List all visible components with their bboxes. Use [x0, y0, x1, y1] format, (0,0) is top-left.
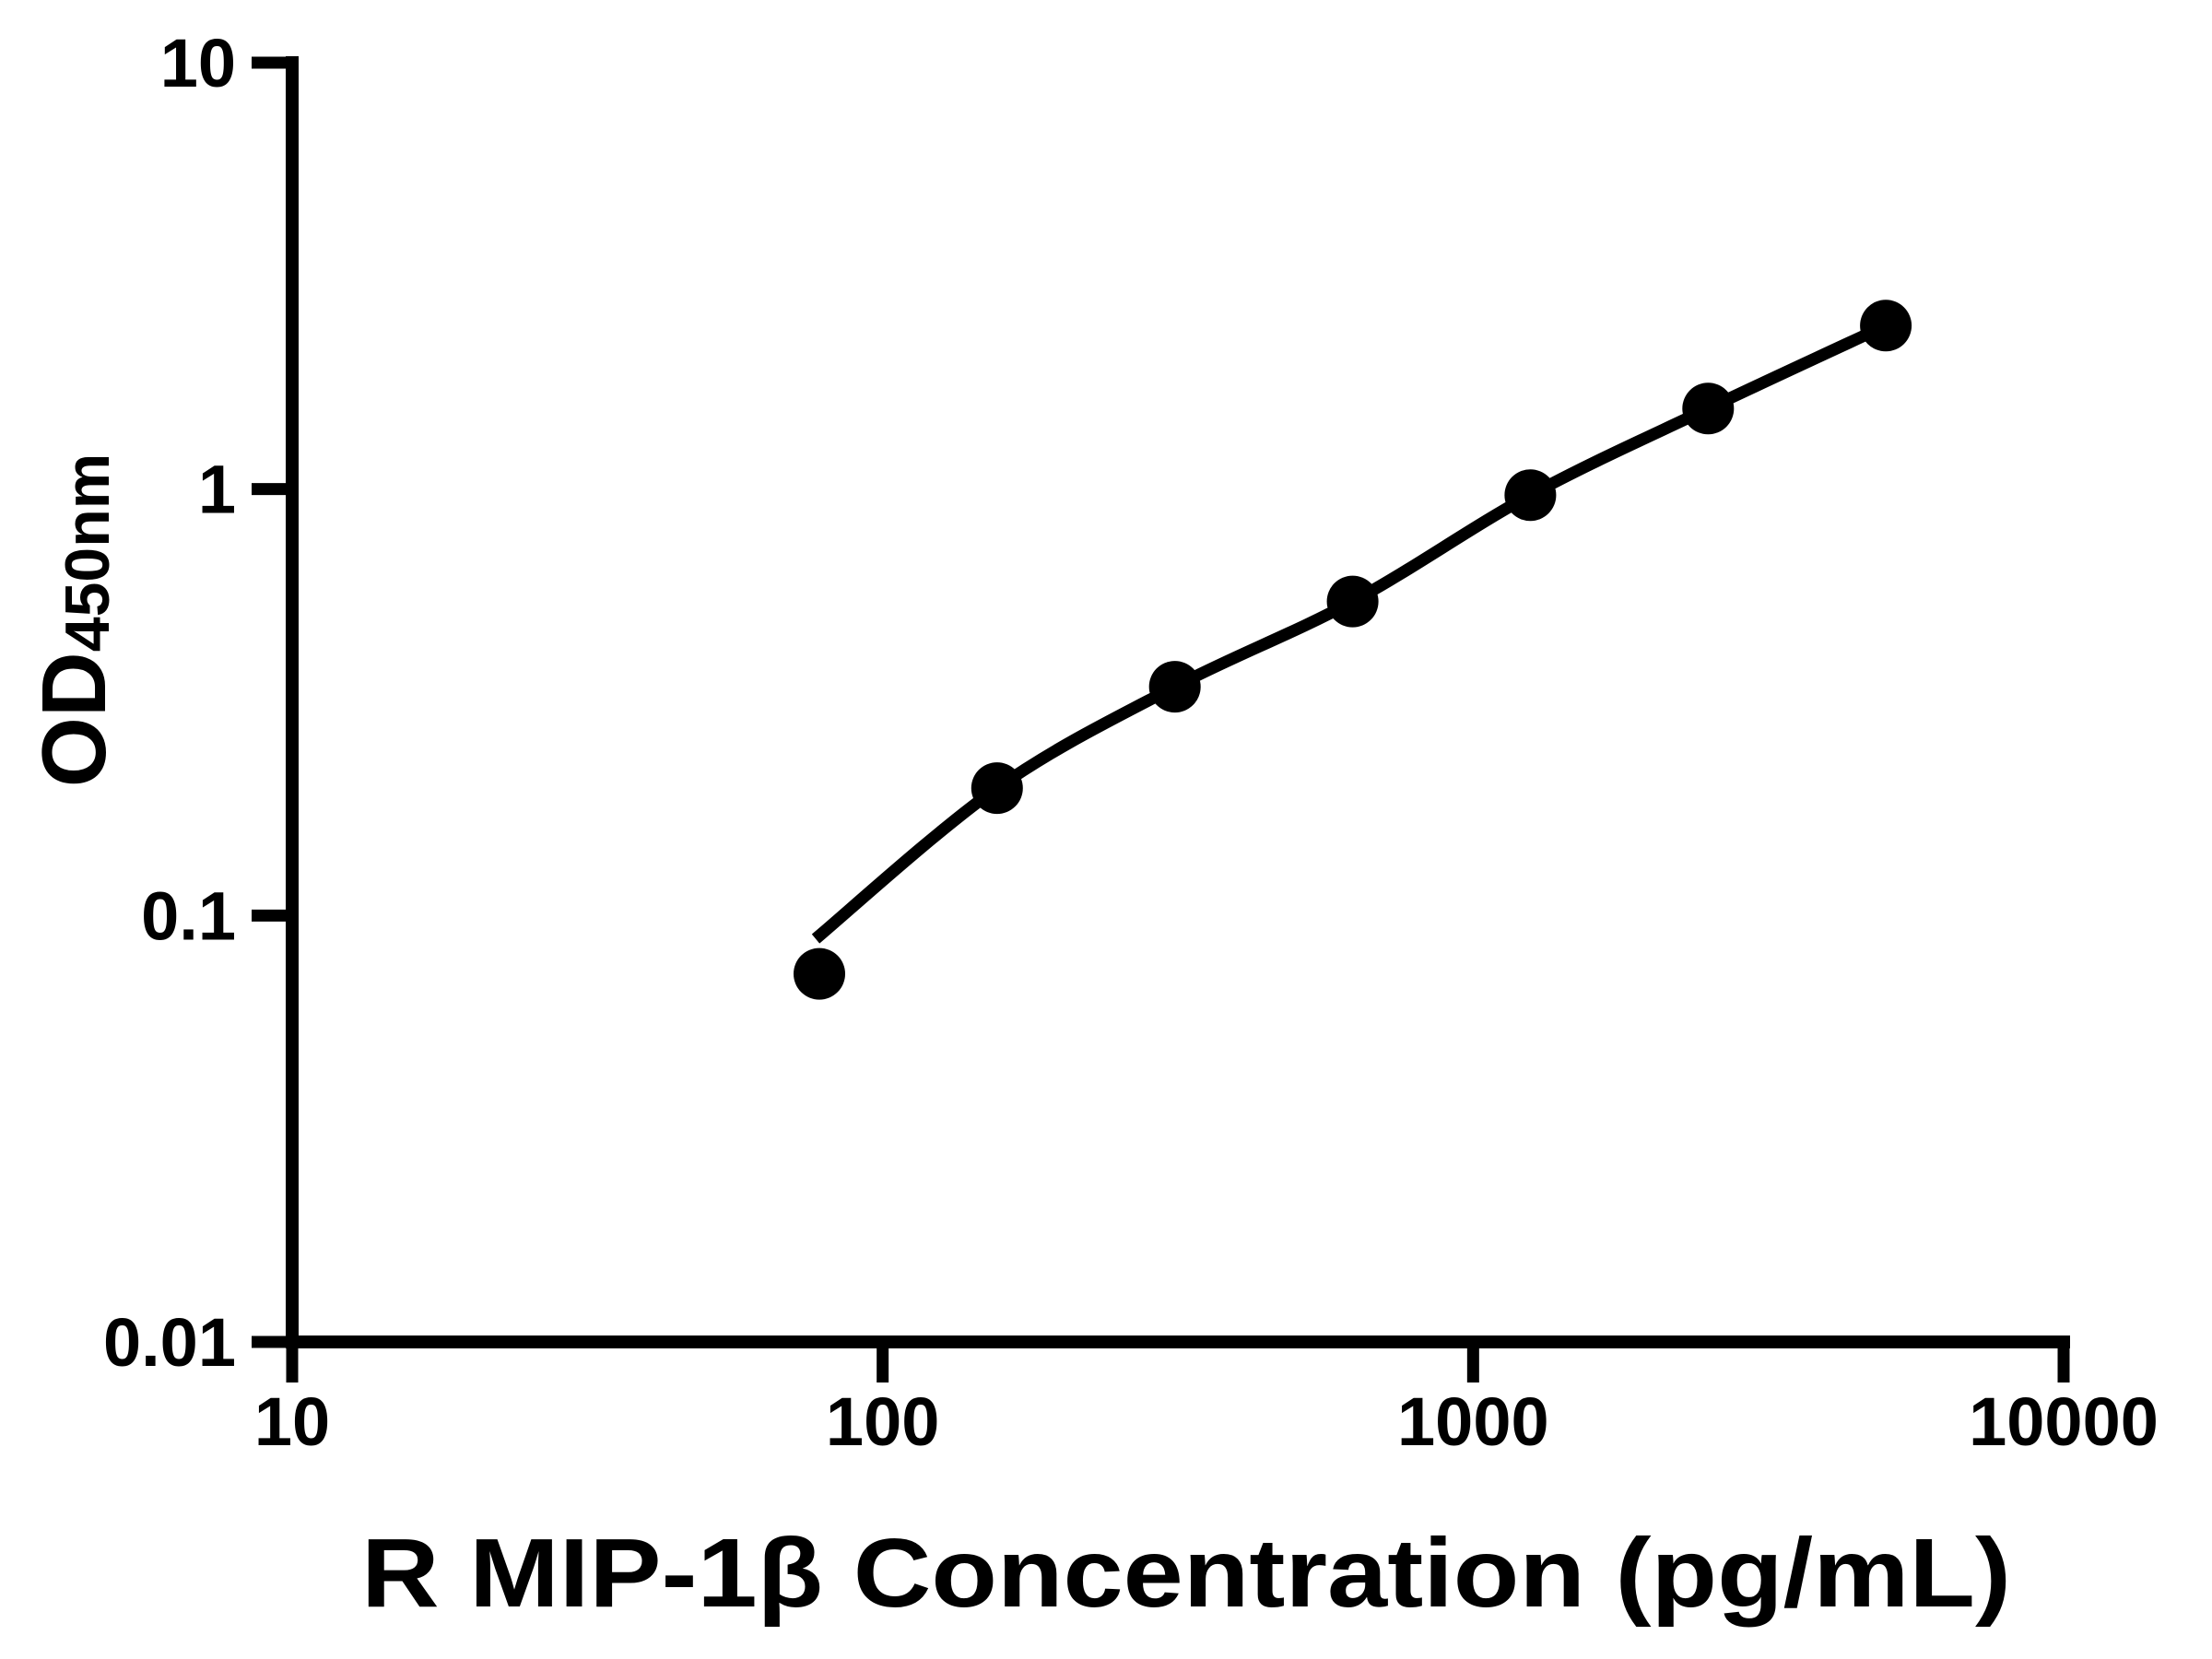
data-point-marker — [1860, 300, 1912, 352]
data-point-marker — [1148, 661, 1201, 713]
y-tick-label: 10 — [160, 25, 236, 101]
data-point-marker — [1504, 469, 1557, 522]
y-tick-label: 1 — [198, 452, 236, 528]
y-axis-title-sub: 450nm — [53, 453, 123, 652]
data-points — [794, 300, 1912, 1000]
data-point-marker — [971, 762, 1023, 815]
y-axis-title-main: OD — [23, 652, 124, 787]
y-tick-label: 0.1 — [141, 877, 236, 954]
data-point-marker — [1326, 575, 1379, 628]
x-tick-label: 10 — [254, 1383, 330, 1460]
data-point-marker — [794, 947, 845, 1000]
data-point-marker — [1682, 382, 1735, 435]
x-tick-label: 100 — [826, 1383, 939, 1460]
y-axis-title: OD450nm — [23, 453, 124, 787]
x-axis-title: R MIP-1β Concentration (pg/mL) — [361, 1519, 2011, 1628]
x-tick-label: 10000 — [1969, 1383, 2159, 1460]
x-tick-label: 1000 — [1397, 1383, 1549, 1460]
y-tick-label: 0.01 — [103, 1304, 236, 1381]
